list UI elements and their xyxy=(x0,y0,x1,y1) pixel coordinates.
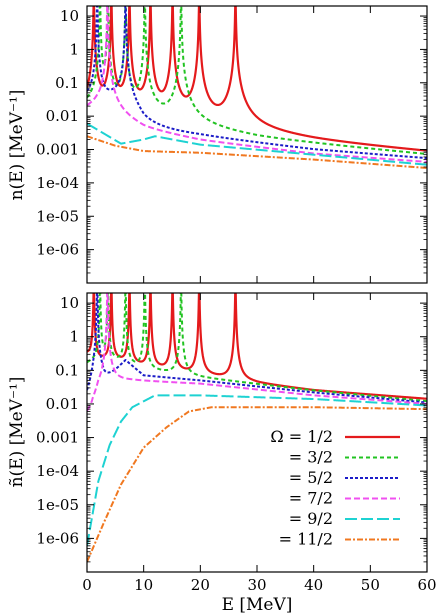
legend-label-5-2: = 5/2 xyxy=(289,468,333,487)
x-tick-label: 50 xyxy=(361,576,380,594)
y-tick-label: 10 xyxy=(60,7,79,25)
x-tick-label: 40 xyxy=(304,576,323,594)
y-tick-label: 1e-06 xyxy=(36,241,79,259)
legend-label-11-2: = 11/2 xyxy=(279,530,333,549)
series-line-11-2 xyxy=(87,135,427,169)
series-line-1-2 xyxy=(87,6,427,152)
y-tick-label: 0.001 xyxy=(36,141,79,159)
y-tick-label: 10 xyxy=(60,294,79,312)
legend-label-9-2: = 9/2 xyxy=(289,509,333,528)
series-line-7-2 xyxy=(87,6,427,163)
x-axis-title: E [MeV] xyxy=(222,595,293,613)
y-axis-title: n(E) [MeV⁻¹] xyxy=(7,90,27,201)
series-line-3-2 xyxy=(87,293,427,403)
y-axis-title: ñ(E) [MeV⁻¹] xyxy=(7,377,27,488)
legend: Ω = 1/2 = 3/2= 5/2 = 7/2= 9/2 = 11/2 xyxy=(270,427,400,549)
bottom-panel: 10 1 0.1 0.01 0.001 1e-04 1e-05 1e-06 0 10 20 30 40 5… xyxy=(7,292,436,613)
y-tick-label: 0.001 xyxy=(36,429,79,447)
series-line-7-2 xyxy=(87,293,427,412)
x-tick-label: 60 xyxy=(417,576,436,594)
y-tick-label: 0.1 xyxy=(55,361,79,379)
series-line-3-2 xyxy=(87,6,427,155)
y-tick-label: 1e-05 xyxy=(36,207,79,225)
legend-label-7-2: = 7/2 xyxy=(289,489,333,508)
top-panel: 10 1 0.1 0.01 0.001 1e-04 1e-05 1e-06 n(E) [MeV⁻… xyxy=(7,5,428,284)
series-line-5-2 xyxy=(87,293,427,404)
y-tick-label: 1 xyxy=(69,328,79,346)
series-line-9-2 xyxy=(87,122,427,166)
y-tick-label: 0.01 xyxy=(46,107,79,125)
y-tick-label: 1e-04 xyxy=(36,174,79,192)
x-tick-label: 30 xyxy=(247,576,266,594)
y-tick-label: 1e-04 xyxy=(36,462,79,480)
x-tick-label: 0 xyxy=(82,576,92,594)
x-tick-label: 20 xyxy=(191,576,210,594)
y-tick-label: 1 xyxy=(69,40,79,58)
series-line-5-2 xyxy=(87,6,427,160)
y-tick-label: 1e-06 xyxy=(36,529,79,547)
x-tick-label: 10 xyxy=(134,576,153,594)
y-tick-label: 0.01 xyxy=(46,395,79,413)
y-tick-label: 0.1 xyxy=(55,74,79,92)
series-line-11-2 xyxy=(87,406,427,563)
plot-frame xyxy=(86,292,428,573)
series-line-1-2 xyxy=(87,293,427,400)
legend-label-3-2: = 3/2 xyxy=(289,448,333,467)
legend-label-1-2: Ω = 1/2 xyxy=(270,427,333,446)
series-line-9-2 xyxy=(87,394,427,547)
y-tick-label: 1e-05 xyxy=(36,496,79,514)
